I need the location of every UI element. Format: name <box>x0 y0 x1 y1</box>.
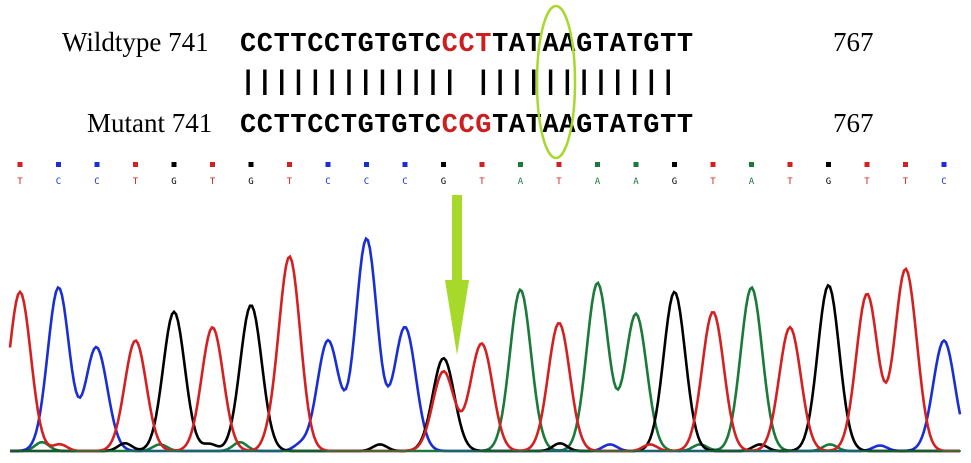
base-call-letter: G <box>826 177 831 187</box>
base-call-letter: A <box>518 177 524 187</box>
base-call-letter: C <box>941 177 946 187</box>
base-call-letter: T <box>710 177 716 187</box>
base-call-letter: T <box>903 177 909 187</box>
chromatogram-traces <box>8 236 962 453</box>
base-call-letter: T <box>787 177 793 187</box>
base-call-letter: C <box>94 177 99 187</box>
base-call-letter: G <box>248 177 253 187</box>
base-call-marker <box>826 162 831 167</box>
base-call-letter: C <box>402 177 407 187</box>
base-call-marker <box>556 162 562 167</box>
base-call-marker <box>248 162 254 167</box>
base-call-letter: C <box>364 177 369 187</box>
base-call-letter: A <box>595 177 601 187</box>
base-call-letter: G <box>672 177 677 187</box>
base-call-marker <box>17 162 23 167</box>
base-call-letter: C <box>56 177 61 187</box>
base-call-marker <box>595 162 600 167</box>
trace-a <box>10 280 960 453</box>
base-call-marker <box>171 162 177 167</box>
base-call-letter: T <box>479 177 485 187</box>
base-call-marker <box>364 162 369 167</box>
mutant-seq-part2: TATAAGTATGTT <box>492 111 694 141</box>
wildtype-sequence: CCTTCCTGTGTCCCTTATAAGTATGTT <box>240 30 694 60</box>
wildtype-seq-part1: CCTTCCTGTGTC <box>240 30 442 60</box>
base-call-marker <box>287 162 292 167</box>
base-call-marker <box>325 162 331 167</box>
base-call-letter: T <box>864 177 870 187</box>
base-call-marker <box>864 162 870 167</box>
mutant-sequence: CCTTCCTGTGTCCCGTATAAGTATGTT <box>240 111 694 141</box>
mutant-seq-highlight: CCG <box>442 111 492 141</box>
base-call-marker <box>56 162 61 167</box>
base-call-marker <box>441 162 446 167</box>
base-call-marker <box>941 162 947 167</box>
base-call-letter: G <box>171 177 176 187</box>
base-call-marker <box>479 162 485 167</box>
mutation-highlight-ellipse <box>535 4 577 160</box>
trace-t <box>8 254 960 453</box>
wildtype-end: 767 <box>833 27 874 57</box>
mutant-label: Mutant 741 <box>87 108 212 138</box>
wildtype-seq-part2: TATAAGTATGTT <box>492 30 694 60</box>
base-call-letter: A <box>749 177 755 187</box>
base-call-marker <box>749 162 754 167</box>
mutant-end: 767 <box>833 108 874 138</box>
base-call-marker <box>633 162 639 167</box>
base-call-marker <box>710 162 716 167</box>
base-call-marker <box>210 162 215 167</box>
base-call-marker <box>94 162 100 167</box>
match-bars: ||||||||||||| |||||||||||| <box>240 68 677 98</box>
wildtype-label: Wildtype 741 <box>62 27 209 57</box>
base-call-letter: C <box>325 177 330 187</box>
base-call-marker <box>787 162 793 167</box>
mutant-seq-part1: CCTTCCTGTGTC <box>240 111 442 141</box>
base-call-letter: A <box>633 177 639 187</box>
base-call-marker <box>133 162 138 167</box>
base-call-marker <box>672 162 677 167</box>
mutation-arrow-icon <box>445 195 469 355</box>
base-call-letter: G <box>441 177 446 187</box>
base-call-marker <box>518 162 523 167</box>
trace-g <box>10 283 960 453</box>
base-call-letter: T <box>133 177 139 187</box>
base-call-letter: T <box>210 177 216 187</box>
base-call-letter: T <box>17 177 23 187</box>
wildtype-seq-highlight: CCT <box>442 30 492 60</box>
base-call-marker <box>402 162 408 167</box>
base-call-letter: T <box>556 177 562 187</box>
base-call-letter: T <box>287 177 293 187</box>
base-call-marker <box>903 162 908 167</box>
